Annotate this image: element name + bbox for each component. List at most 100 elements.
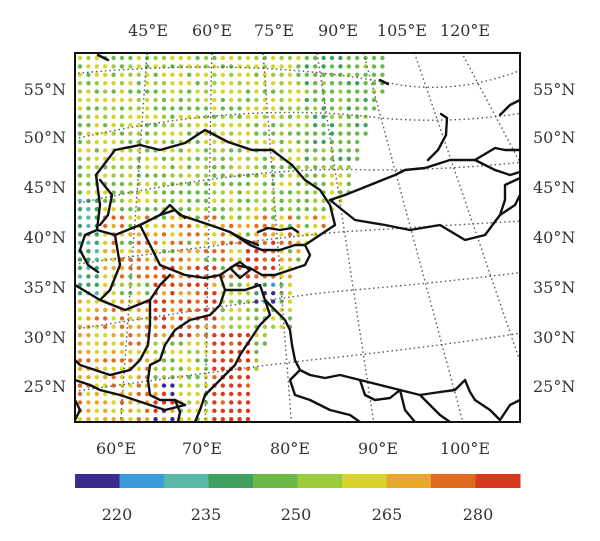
data-point [195,198,200,203]
data-point [254,198,259,203]
data-point [279,324,284,329]
data-point [271,106,276,111]
data-point [161,89,167,94]
data-point [128,375,133,380]
data-point [271,299,276,304]
data-point [329,106,335,111]
data-point [220,333,225,338]
data-point [262,123,267,128]
border-line [98,233,122,302]
data-point [304,55,309,61]
data-point [271,81,276,86]
data-point [245,123,251,128]
data-point [103,97,108,103]
data-point [111,324,116,329]
data-point [220,316,225,321]
data-point [161,274,167,279]
data-point [229,324,234,329]
data-point [77,114,83,120]
data-point [212,333,217,338]
data-point [195,265,200,271]
border-line [98,178,114,227]
data-point [145,274,150,279]
data-point [271,97,276,103]
data-point [170,232,175,237]
data-point [145,131,150,136]
data-point [170,81,175,86]
right-lat-label: 25°N [533,377,575,396]
colorbar-segment [119,474,165,488]
colorbar-tick-label: 280 [463,505,494,524]
data-point [178,383,183,388]
data-point [254,215,259,220]
data-point [77,207,83,212]
data-point [119,358,125,363]
data-point [161,391,167,397]
data-point [279,89,284,94]
data-point [296,165,301,170]
data-point [321,81,326,86]
data-point [178,207,183,212]
border-line [228,260,252,280]
data-point [254,97,259,103]
data-point [86,349,91,355]
data-point [136,240,141,245]
data-point [86,89,91,94]
data-point [153,106,158,111]
data-point [245,417,251,422]
data-point [103,408,108,413]
data-point [304,114,309,120]
data-point [287,106,293,111]
data-point [128,232,133,237]
data-point [187,349,192,355]
data-point [103,198,108,203]
data-point [187,173,192,178]
data-point [321,55,326,61]
data-point [94,165,100,170]
data-point [86,181,91,187]
data-point [187,375,192,380]
data-point [287,282,293,287]
data-point [329,148,335,153]
data-point [237,181,242,187]
data-point [136,249,141,254]
data-point [161,223,167,229]
data-point [321,165,326,170]
data-point [195,81,200,86]
data-point [187,282,192,287]
data-point [77,198,83,203]
data-point [229,291,234,296]
data-point [212,173,217,178]
data-point [178,316,183,321]
data-point [237,72,242,78]
data-point [313,55,318,61]
data-point [111,240,116,245]
data-point [178,232,183,237]
data-point [119,131,125,136]
data-point [103,148,108,153]
data-point [203,148,209,153]
data-point [296,198,301,203]
data-point [77,190,83,195]
data-point [229,215,234,220]
data-point [363,81,368,86]
data-point [153,400,158,405]
data-point [170,307,175,313]
data-point [161,198,167,203]
right-lat-label: 50°N [533,128,575,147]
data-point [212,156,217,161]
data-point [86,341,91,346]
data-point [287,257,293,262]
data-point [153,408,158,413]
data-point [287,123,293,128]
data-point [153,274,158,279]
data-point [195,148,200,153]
data-point [103,333,108,338]
data-point [254,114,259,120]
data-point [287,173,293,178]
data-point [245,408,251,413]
data-point [119,165,125,170]
data-point [321,72,326,78]
data-point [220,265,225,271]
data-point [153,198,158,203]
